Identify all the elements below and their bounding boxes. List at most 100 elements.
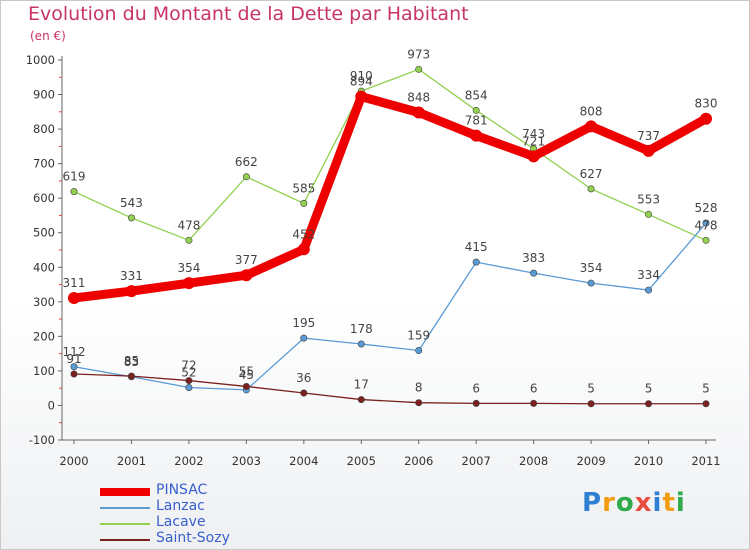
data-label-pinsac: 377 xyxy=(235,253,258,267)
data-point-pinsac xyxy=(700,112,712,125)
data-label-saint-sozy: 17 xyxy=(354,378,369,392)
data-point-pinsac xyxy=(470,129,483,142)
legend-swatch xyxy=(100,507,150,509)
data-point-lacave xyxy=(127,214,135,222)
data-label-lacave: 478 xyxy=(695,218,718,232)
data-point-saint-sozy xyxy=(530,399,538,407)
y-tick-label: 700 xyxy=(33,157,55,171)
data-point-lanzac xyxy=(185,383,193,391)
data-point-saint-sozy xyxy=(70,370,78,378)
data-point-lanzac xyxy=(587,279,595,287)
data-label-lanzac: 354 xyxy=(580,261,603,275)
legend-label: Lacave xyxy=(156,514,206,530)
data-label-pinsac: 737 xyxy=(637,129,660,143)
data-label-lanzac: 383 xyxy=(522,251,545,265)
x-tick-label: 2010 xyxy=(634,454,663,468)
legend-item-pinsac: PINSAC xyxy=(100,482,400,500)
logo-letter: r xyxy=(602,488,616,518)
data-point-saint-sozy xyxy=(587,400,595,408)
data-point-saint-sozy xyxy=(415,399,423,407)
legend-item-lanzac: Lanzac xyxy=(100,498,400,516)
data-point-lanzac xyxy=(472,258,480,266)
data-point-saint-sozy xyxy=(300,389,308,397)
chart-axes: -100 0 100 200 300 400 500 600 700 800 900 1000 2000… xyxy=(26,53,721,468)
data-label-lanzac: 83 xyxy=(124,355,139,369)
chart-legend: PINSAC Lanzac Lacave Saint-Sozy xyxy=(100,482,400,548)
data-label-lanzac: 195 xyxy=(292,316,315,330)
data-point-lanzac xyxy=(300,334,308,342)
data-label-lacave: 627 xyxy=(580,167,603,181)
x-tick-label: 2004 xyxy=(289,454,318,468)
data-label-saint-sozy: 6 xyxy=(530,381,538,395)
data-label-lacave: 662 xyxy=(235,155,258,169)
data-label-saint-sozy: 5 xyxy=(702,382,710,396)
data-point-lanzac xyxy=(702,219,710,227)
data-point-lacave xyxy=(702,236,710,244)
data-label-saint-sozy: 6 xyxy=(472,381,480,395)
y-tick-label: 300 xyxy=(33,295,55,309)
series-line-lanzac xyxy=(73,222,707,391)
x-tick-label: 2006 xyxy=(404,454,433,468)
legend-swatch xyxy=(100,488,150,496)
logo-letter: P xyxy=(582,488,603,518)
y-tick-label: 800 xyxy=(33,122,55,136)
data-point-pinsac xyxy=(642,144,655,157)
x-tick-label: 2001 xyxy=(117,454,146,468)
logo-letter: t xyxy=(662,488,676,518)
data-label-pinsac: 331 xyxy=(120,269,143,283)
chart-data-labels: 311 331 354 377 452 894 848 781 721 808 737 830 112 8… xyxy=(63,47,718,395)
data-point-saint-sozy xyxy=(242,382,250,390)
data-label-pinsac: 848 xyxy=(407,91,430,105)
data-label-saint-sozy: 5 xyxy=(587,382,595,396)
x-tick-label: 2005 xyxy=(347,454,376,468)
data-point-lanzac xyxy=(645,286,653,294)
logo-letter: i xyxy=(652,488,663,518)
data-point-saint-sozy xyxy=(357,396,365,404)
legend-label: Lanzac xyxy=(156,498,205,514)
series-line-saint-sozy xyxy=(73,373,707,405)
data-point-pinsac xyxy=(297,243,310,256)
data-label-lanzac: 178 xyxy=(350,322,373,336)
x-tick-label: 2008 xyxy=(519,454,548,468)
chart-title: Evolution du Montant de la Dette par Hab… xyxy=(28,3,469,25)
y-tick-label: 500 xyxy=(33,226,55,240)
legend-label: Saint-Sozy xyxy=(156,530,230,546)
data-label-lanzac: 159 xyxy=(407,329,430,343)
legend-label: PINSAC xyxy=(156,482,208,498)
data-label-lanzac: 45 xyxy=(239,368,254,382)
x-tick-label: 2000 xyxy=(59,454,88,468)
data-label-pinsac: 830 xyxy=(695,97,718,111)
series-line-lacave xyxy=(73,68,707,241)
x-tick-label: 2009 xyxy=(576,454,605,468)
y-tick-label: 900 xyxy=(33,88,55,102)
data-point-lacave xyxy=(415,65,423,73)
data-label-pinsac: 894 xyxy=(350,75,373,89)
data-point-lanzac xyxy=(530,269,538,277)
data-point-lacave xyxy=(242,173,250,181)
series-line-pinsac xyxy=(69,92,711,303)
logo-letter: o xyxy=(615,488,635,518)
legend-item-saint-sozy: Saint-Sozy xyxy=(100,530,400,548)
proxiti-logo: Proxiti xyxy=(582,488,686,518)
y-tick-label: -100 xyxy=(29,433,55,447)
data-point-pinsac xyxy=(182,277,195,290)
y-tick-label: 100 xyxy=(33,364,55,378)
legend-swatch xyxy=(100,539,150,541)
data-label-pinsac: 311 xyxy=(63,276,86,290)
data-label-lanzac: 528 xyxy=(695,201,718,215)
y-tick-label: 1000 xyxy=(26,53,55,67)
data-point-pinsac xyxy=(527,150,540,163)
data-label-saint-sozy: 5 xyxy=(645,382,653,396)
data-label-lanzac: 112 xyxy=(63,345,86,359)
data-label-saint-sozy: 55 xyxy=(239,364,254,378)
data-point-lacave xyxy=(70,188,78,196)
data-point-pinsac xyxy=(240,269,253,282)
data-label-lacave: 854 xyxy=(465,88,488,102)
data-point-saint-sozy xyxy=(185,377,193,385)
data-label-lacave: 619 xyxy=(63,170,86,184)
legend-swatch xyxy=(100,523,150,525)
data-point-saint-sozy xyxy=(127,372,135,380)
data-label-pinsac: 808 xyxy=(580,104,603,118)
data-label-saint-sozy: 8 xyxy=(415,381,423,395)
